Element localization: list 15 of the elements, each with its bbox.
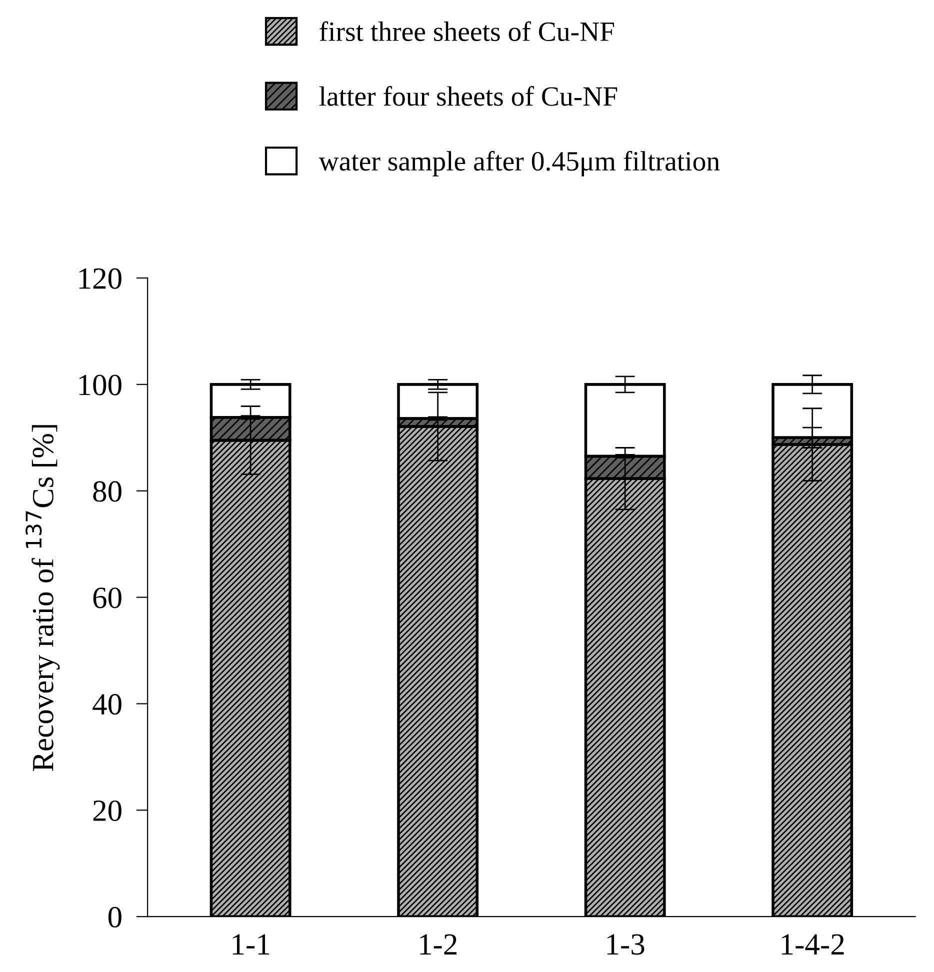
y-tick-label: 60 — [93, 588, 122, 608]
y-tick-label: 20 — [93, 800, 122, 822]
legend-label: first three sheets of Cu-NF — [320, 21, 614, 42]
y-tick-label: 120 — [79, 268, 122, 289]
y-tick-label: 40 — [92, 694, 122, 715]
legend-label: water sample after 0.45μm filtration — [318, 150, 720, 176]
x-tick-label: 1-3 — [607, 934, 644, 955]
y-tick-label: 80 — [93, 481, 122, 502]
legend-label: latter four sheets of Cu-NF — [319, 86, 618, 106]
x-tick-label: 1-1 — [232, 934, 270, 954]
x-tick-label: 1-2 — [420, 934, 456, 954]
x-tick-label: 1-4-2 — [782, 934, 844, 954]
y-axis-title: Recovery ratio of $^{137}$Cs [%] — [26, 425, 60, 772]
y-tick-label: 100 — [79, 374, 122, 396]
y-tick-label: 0 — [108, 906, 122, 928]
